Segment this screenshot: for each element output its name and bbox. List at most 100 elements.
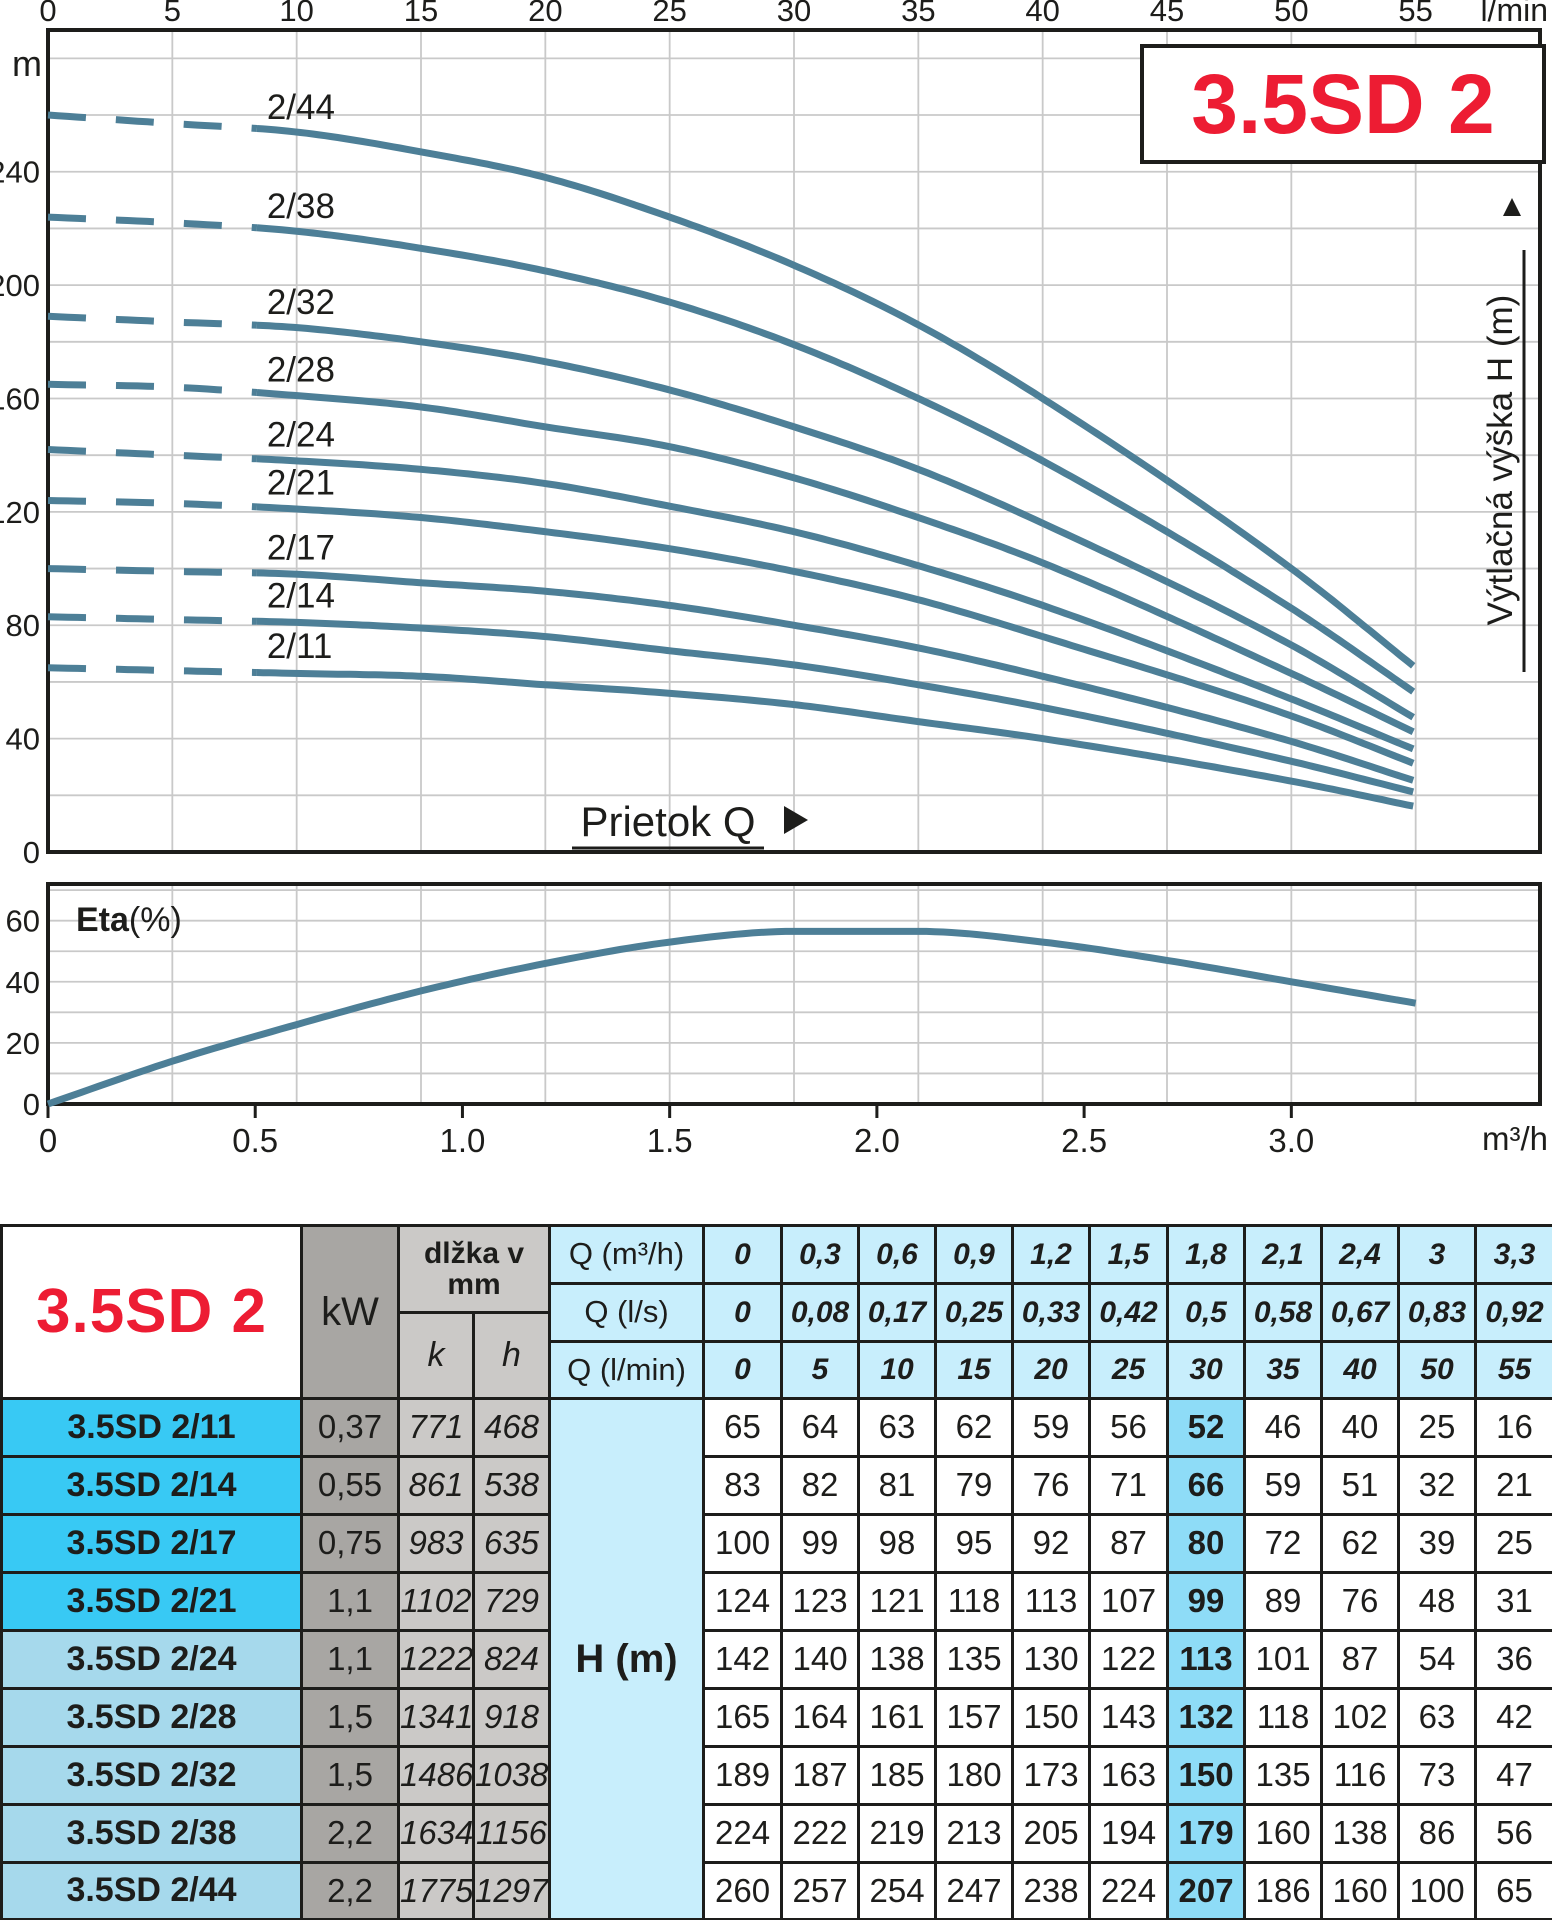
q-lmin-value: 40 — [1320, 1340, 1401, 1400]
head-data-cell: 66 — [1166, 1455, 1247, 1516]
k-value-cell: 771 — [397, 1397, 475, 1458]
flow-m3h-tick-label: 1.0 — [440, 1122, 486, 1159]
model-cell: 3.5SD 2/38 — [0, 1803, 303, 1864]
hq-top-axis-labels: 0 5 10 15 20 25 30 35 40 45 50 55 l/min m — [12, 0, 1548, 84]
model-cell: 3.5SD 2/44 — [0, 1861, 303, 1920]
flow-m3h-tick-label: 3.0 — [1268, 1122, 1314, 1159]
head-data-cell: 122 — [1088, 1629, 1170, 1690]
curve-dashed-2/38 — [47, 213, 258, 232]
eta-tick-label: 40 — [6, 965, 40, 1000]
head-data-cell: 187 — [780, 1745, 861, 1806]
head-data-cell: 62 — [1320, 1513, 1401, 1574]
head-data-cell: 65 — [1474, 1861, 1552, 1920]
head-data-cell: 65 — [702, 1397, 784, 1458]
flow-tick-label: 5 — [164, 0, 181, 28]
head-data-cell: 123 — [780, 1571, 861, 1632]
k-value-cell: 983 — [397, 1513, 475, 1574]
eta-tick-label: 60 — [6, 904, 40, 939]
head-data-cell: 124 — [702, 1571, 784, 1632]
head-data-cell: 257 — [780, 1861, 861, 1920]
h-value-cell: 918 — [471, 1687, 552, 1748]
pump-spec-table: 3.5SD 2 kW dlžka v mm Q (m³/h) 0 0,3 0,6 0,9 1,2… — [0, 1224, 1552, 1920]
head-data-cell: 100 — [702, 1513, 784, 1574]
head-data-cell: 59 — [1243, 1455, 1324, 1516]
flow-m3h-tick-label: 0.5 — [232, 1122, 278, 1159]
curve-label-2/17: 2/17 — [267, 529, 335, 568]
head-data-cell: 79 — [934, 1455, 1015, 1516]
head-axis-label-group: Výtlačná výška H (m) — [1481, 198, 1526, 672]
head-data-cell: 135 — [1243, 1745, 1324, 1806]
head-data-cell: 76 — [1320, 1571, 1401, 1632]
model-cell: 3.5SD 2/32 — [0, 1745, 303, 1806]
q-lmin-value: 50 — [1397, 1340, 1478, 1400]
flow-m3h-tick-label: 0 — [39, 1122, 57, 1159]
q-ls-value: 0,17 — [857, 1282, 938, 1343]
head-data-cell: 25 — [1397, 1397, 1478, 1458]
head-data-cell: 138 — [1320, 1803, 1401, 1864]
head-data-cell: 42 — [1474, 1687, 1552, 1748]
head-data-cell: 164 — [780, 1687, 861, 1748]
head-tick-label: 120 — [0, 495, 40, 530]
head-data-cell: 222 — [780, 1803, 861, 1864]
head-arrow-up-icon — [1503, 198, 1521, 216]
head-data-cell: 132 — [1166, 1687, 1247, 1748]
head-data-cell: 56 — [1088, 1397, 1170, 1458]
flow-tick-label: 40 — [1025, 0, 1059, 28]
head-data-cell: 31 — [1474, 1571, 1552, 1632]
head-data-cell: 113 — [1166, 1629, 1247, 1690]
hq-curve-set — [47, 111, 1416, 810]
head-data-cell: 56 — [1474, 1803, 1552, 1864]
head-data-cell: 71 — [1088, 1455, 1170, 1516]
model-cell: 3.5SD 2/21 — [0, 1571, 303, 1632]
curve-2/32 — [256, 321, 1415, 721]
head-data-cell: 179 — [1166, 1803, 1247, 1864]
head-data-cell: 254 — [857, 1861, 938, 1920]
q-ls-value: 0,25 — [934, 1282, 1015, 1343]
curve-label-2/14: 2/14 — [267, 576, 335, 615]
q-m3h-value: 2,1 — [1243, 1224, 1324, 1285]
curve-label-2/21: 2/21 — [267, 463, 335, 502]
k-column-header: k — [397, 1311, 475, 1400]
kw-value-cell: 2,2 — [300, 1803, 400, 1864]
h-column-header: h — [471, 1311, 552, 1400]
head-data-cell: 135 — [934, 1629, 1015, 1690]
eta-curve — [46, 927, 1417, 1108]
flow-unit-label: l/min — [1480, 0, 1548, 28]
head-data-cell: 59 — [1011, 1397, 1092, 1458]
model-cell: 3.5SD 2/24 — [0, 1629, 303, 1690]
flow-tick-label: 35 — [901, 0, 935, 28]
head-data-cell: 107 — [1088, 1571, 1170, 1632]
head-data-cell: 102 — [1320, 1687, 1401, 1748]
kw-column-header: kW — [300, 1224, 400, 1400]
head-tick-label: 0 — [23, 835, 40, 870]
head-data-cell: 62 — [934, 1397, 1015, 1458]
curve-label-2/44: 2/44 — [267, 88, 335, 127]
head-tick-label: 80 — [6, 608, 40, 643]
head-data-cell: 82 — [780, 1455, 861, 1516]
curve-2/28 — [256, 389, 1415, 735]
q-m3h-value: 2,4 — [1320, 1224, 1401, 1285]
table-series-title: 3.5SD 2 — [35, 1277, 268, 1347]
head-data-cell: 81 — [857, 1455, 938, 1516]
head-data-cell: 121 — [857, 1571, 938, 1632]
head-data-cell: 21 — [1474, 1455, 1552, 1516]
flow-axis-label-group: Prietok Q — [572, 798, 808, 850]
q-ls-value: 0,42 — [1088, 1282, 1170, 1343]
curve-2/11 — [256, 669, 1414, 810]
pump-series-title-box: 3.5SD 2 — [1140, 44, 1546, 164]
flow-m3h-tick-label: 2.0 — [854, 1122, 900, 1159]
q-lmin-value: 25 — [1088, 1340, 1170, 1400]
q-ls-value: 0 — [702, 1282, 784, 1343]
head-data-cell: 100 — [1397, 1861, 1478, 1920]
head-data-cell: 213 — [934, 1803, 1015, 1864]
head-data-cell: 180 — [934, 1745, 1015, 1806]
head-data-cell: 63 — [857, 1397, 938, 1458]
head-unit-cell: H (m) — [548, 1397, 706, 1920]
head-tick-label: 160 — [0, 381, 40, 416]
head-data-cell: 25 — [1474, 1513, 1552, 1574]
q-m3h-row-label: Q (m³/h) — [548, 1224, 706, 1285]
model-cell: 3.5SD 2/17 — [0, 1513, 303, 1574]
flow-m3h-tick-label: 1.5 — [647, 1122, 693, 1159]
curve-label-2/24: 2/24 — [267, 415, 335, 454]
q-m3h-value: 3 — [1397, 1224, 1478, 1285]
